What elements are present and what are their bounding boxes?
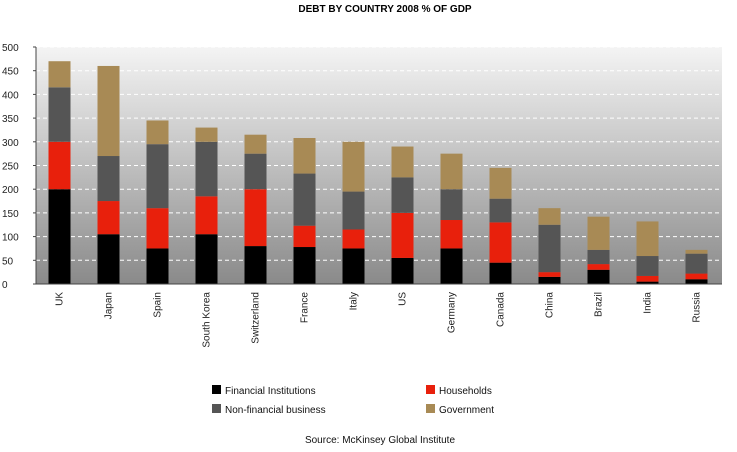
bar-segment (48, 87, 71, 142)
bar-segment (293, 225, 316, 248)
bar-segment (48, 61, 71, 88)
category-label: Japan (104, 292, 115, 319)
bar-segment (146, 208, 169, 249)
bar-segment (391, 146, 414, 178)
bar-segment (48, 189, 71, 284)
bar-segment (391, 212, 414, 258)
bar-segment (587, 249, 610, 265)
category-label: South Korea (202, 292, 213, 348)
bar-segment (440, 248, 463, 284)
bar-segment (636, 221, 659, 257)
category-label: Switzerland (251, 292, 262, 344)
category-label: Brazil (594, 292, 605, 317)
bar-segment (342, 248, 365, 284)
legend-label: Financial Institutions (225, 386, 316, 397)
y-tick-label: 450 (2, 67, 19, 78)
bar-segment (685, 253, 708, 274)
y-tick-label: 200 (2, 185, 19, 196)
bar-segment (587, 264, 610, 270)
y-tick-label: 250 (2, 162, 19, 173)
bar-segment (293, 247, 316, 284)
bar-segment (440, 189, 463, 221)
bar-segment (489, 167, 512, 199)
bar-segment (97, 156, 120, 202)
legend-label: Government (439, 405, 494, 416)
bar-segment (489, 262, 512, 284)
y-tick-label: 350 (2, 114, 19, 125)
bar-segment (244, 246, 267, 284)
y-tick-label: 400 (2, 90, 19, 101)
bar-segment (97, 65, 120, 157)
chart-title: DEBT BY COUNTRY 2008 % OF GDP (298, 4, 472, 15)
bar-segment (195, 127, 218, 142)
bar-segment (685, 249, 708, 254)
bar-segment (244, 189, 267, 247)
y-tick-label: 300 (2, 138, 19, 149)
bar-segment (342, 191, 365, 230)
legend-label: Households (439, 386, 492, 397)
legend-swatch (212, 385, 221, 394)
bar-segment (440, 153, 463, 190)
y-tick-label: 500 (2, 43, 19, 54)
category-label: UK (55, 292, 66, 306)
bar-segment (146, 120, 169, 145)
bar-segment (636, 275, 659, 282)
category-label: Russia (692, 292, 703, 323)
bar-segment (293, 138, 316, 174)
category-label: Spain (153, 292, 164, 318)
bar-segment (244, 134, 267, 154)
category-labels: UK Japan Spain South Korea Switzerland France… (55, 292, 703, 348)
bar-segment (636, 256, 659, 276)
bar-segment (391, 177, 414, 213)
bar-segment (440, 220, 463, 249)
category-label: China (545, 292, 556, 319)
category-label: France (300, 292, 311, 324)
bar-segment (587, 269, 610, 284)
category-label: India (643, 292, 654, 314)
legend: Financial Institutions Households Non-fina… (212, 385, 494, 416)
bar-segment (685, 273, 708, 280)
bar-segment (195, 141, 218, 197)
bar-segment (587, 216, 610, 250)
category-label: Italy (349, 292, 360, 310)
category-label: Germany (447, 292, 458, 333)
bar-segment (685, 279, 708, 284)
bar-segment (636, 281, 659, 284)
bar-segment (538, 208, 561, 225)
y-tick-label: 100 (2, 233, 19, 244)
bar-segment (97, 234, 120, 284)
bar-segment (146, 248, 169, 284)
bar-segment (342, 229, 365, 249)
bars (48, 61, 708, 284)
bar-segment (489, 222, 512, 263)
legend-swatch (212, 404, 221, 413)
bar-segment (195, 196, 218, 235)
bar-segment (391, 257, 414, 284)
legend-swatch (426, 404, 435, 413)
legend-swatch (426, 385, 435, 394)
y-axis-ticks: 0 50 100 150 200 250 300 350 400 450 500 (2, 43, 36, 291)
bar-segment (489, 198, 512, 223)
bar-segment (195, 234, 218, 284)
bar-segment (244, 153, 267, 190)
bar-segment (48, 141, 71, 190)
category-label: Canada (496, 292, 507, 327)
bar-segment (97, 201, 120, 235)
bar-segment (538, 276, 561, 284)
source-note: Source: McKinsey Global Institute (305, 435, 456, 446)
y-tick-label: 150 (2, 209, 19, 220)
y-tick-label: 0 (2, 280, 8, 291)
category-label: US (398, 292, 409, 306)
y-tick-label: 50 (2, 256, 14, 267)
bar-segment (538, 272, 561, 277)
bar-segment (538, 224, 561, 273)
bar-segment (146, 144, 169, 209)
legend-label: Non-financial business (225, 405, 326, 416)
bar-segment (342, 141, 365, 192)
bar-segment (293, 173, 316, 226)
